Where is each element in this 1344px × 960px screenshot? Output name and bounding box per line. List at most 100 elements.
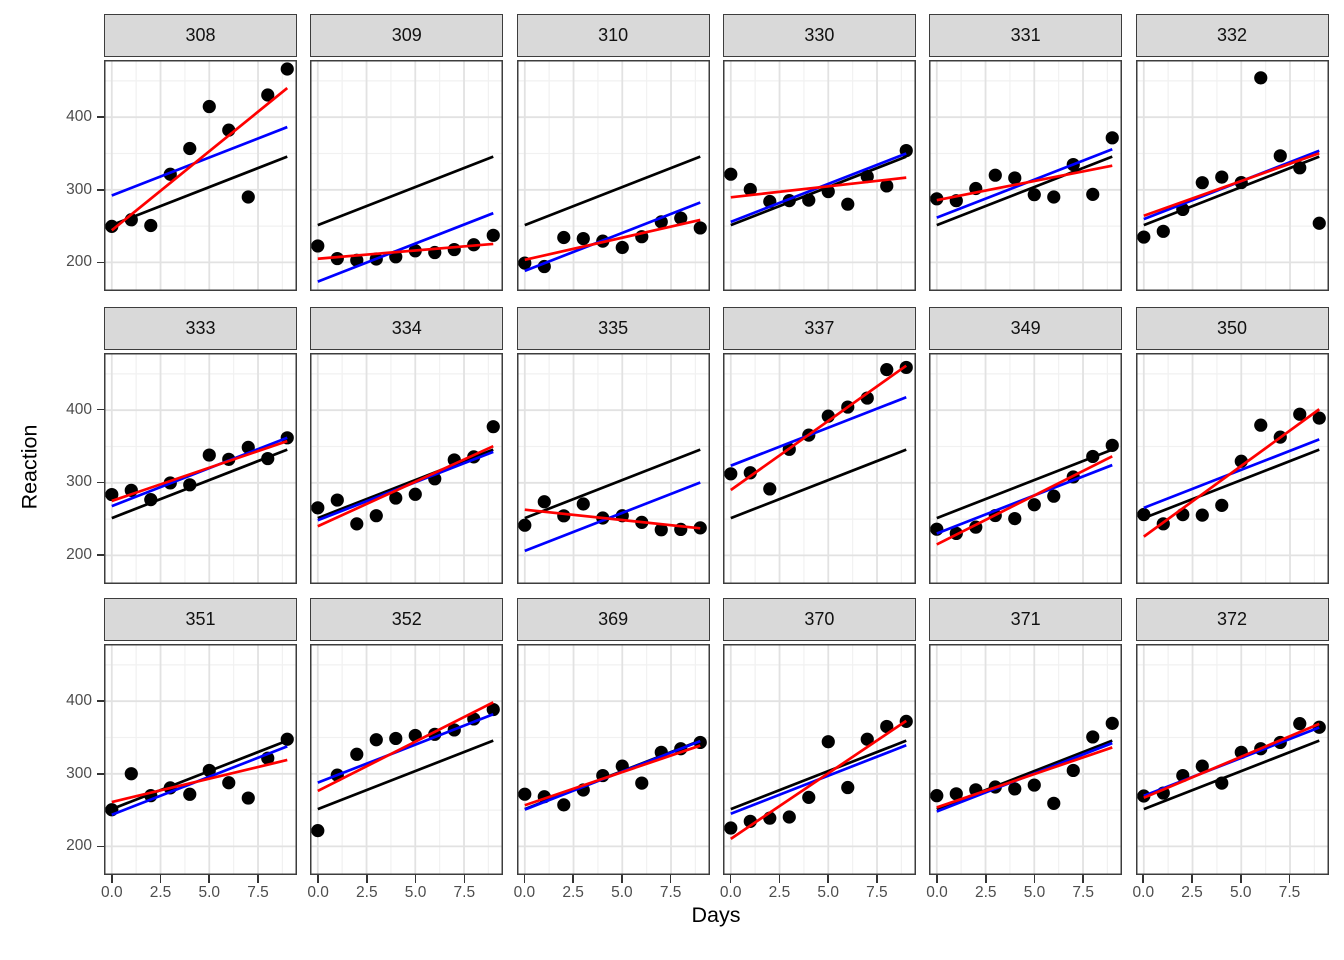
facet-strip-label: 334 [391,317,422,338]
facet-panel-351 [104,644,297,875]
facet-panel-371 [929,644,1123,875]
data-points [724,714,913,835]
y-tick-mark [96,554,104,556]
y-tick-label: 400 [66,692,92,710]
y-tick-label: 200 [66,545,92,563]
x-tick-mark [984,875,987,883]
x-tick-label: 5.0 [817,883,839,901]
x-tick-label: 0.0 [101,883,123,901]
x-tick-label: 0.0 [926,883,948,901]
facet-strip-label: 331 [1010,25,1041,45]
facet-strip-335: 335 [516,306,710,350]
x-tick-label: 7.5 [1072,883,1094,901]
blue-fit-line [730,395,907,467]
red-fit-line [317,701,495,793]
x-tick-label: 2.5 [768,883,791,901]
facet-panel-372 [1135,644,1329,875]
red-fit-line [729,719,907,840]
facet-strip-310: 310 [516,14,710,57]
x-tick-label: 0.0 [719,883,742,901]
facet-panel-331 [929,60,1123,291]
facet-strip-label: 309 [391,25,422,45]
blue-fit-line [523,201,701,273]
black-fit-line [523,155,701,227]
data-points [311,419,501,530]
facet-strip-371: 371 [929,598,1123,641]
facet-panel-335 [516,352,710,584]
facet-panel-332 [1135,60,1329,291]
black-fit-line [730,155,907,227]
facet-strip-label: 369 [598,609,629,629]
black-fit-line [111,447,288,519]
y-tick-mark [96,773,104,775]
black-fit-line [936,447,1113,519]
facet-panel-349 [929,352,1123,584]
black-fit-line [523,447,701,519]
x-tick-mark [669,875,672,883]
facet-panel-350 [1135,352,1329,584]
black-fit-line [1142,739,1320,811]
facet-strip-label: 370 [804,609,835,629]
red-fit-line [936,746,1113,809]
data-points [105,430,294,506]
red-fit-line [936,164,1113,202]
black-fit-line [317,155,495,227]
y-tick-mark [96,845,104,848]
facet-strip-350: 350 [1135,306,1329,350]
x-tick-label: 0.0 [513,883,536,901]
x-tick-label: 2.5 [149,883,172,901]
facet-strip-337: 337 [722,306,916,350]
x-tick-mark [523,875,526,883]
x-tick-label: 2.5 [356,883,378,901]
facet-panel-309 [310,60,504,291]
y-tick-mark [96,408,104,411]
facet-strip-label: 332 [1216,25,1248,45]
blue-fit-line [111,125,288,197]
x-tick-label: 7.5 [1278,883,1301,901]
facet-strip-333: 333 [104,306,297,350]
facet-strip-351: 351 [104,598,297,641]
y-tick-label: 300 [66,180,92,198]
x-tick-label: 0.0 [307,883,329,901]
x-tick-mark [414,875,417,883]
x-tick-mark [778,875,781,883]
facet-strip-332: 332 [1135,14,1329,57]
red-fit-line [730,176,907,199]
x-tick-mark [876,875,878,883]
y-tick-label: 400 [66,400,92,418]
y-tick-mark [96,481,104,484]
facet-strip-label: 335 [598,317,629,338]
facet-panel-308 [104,60,297,291]
x-tick-mark [621,875,623,883]
y-tick-mark [96,189,104,191]
red-fit-line [729,364,907,491]
x-tick-mark [1288,875,1291,883]
facet-strip-308: 308 [104,14,297,57]
x-tick-mark [572,875,574,883]
x-tick-mark [936,875,938,883]
x-tick-label: 7.5 [659,883,682,901]
y-tick-label: 400 [66,108,92,126]
red-fit-line [317,242,494,261]
facet-strip-label: 351 [185,609,216,629]
x-tick-mark [366,875,368,883]
red-fit-line [524,507,700,530]
facet-panel-334 [310,352,504,584]
facet-panel-330 [722,60,916,291]
x-tick-label: 2.5 [1181,883,1203,901]
black-fit-line [936,155,1113,227]
facet-strip-label: 349 [1010,317,1041,338]
y-axis-title: Reaction [17,424,42,510]
y-tick-label: 300 [66,473,92,491]
red-fit-line [523,744,701,807]
black-fit-line [730,739,907,811]
x-tick-mark [1191,875,1193,883]
facet-strip-label: 333 [185,317,216,338]
black-fit-line [317,447,495,519]
data-points [1136,407,1326,530]
red-fit-line [317,444,495,527]
blue-fit-line [523,480,701,552]
x-tick-label: 2.5 [974,883,997,901]
facet-panel-337 [722,352,916,584]
